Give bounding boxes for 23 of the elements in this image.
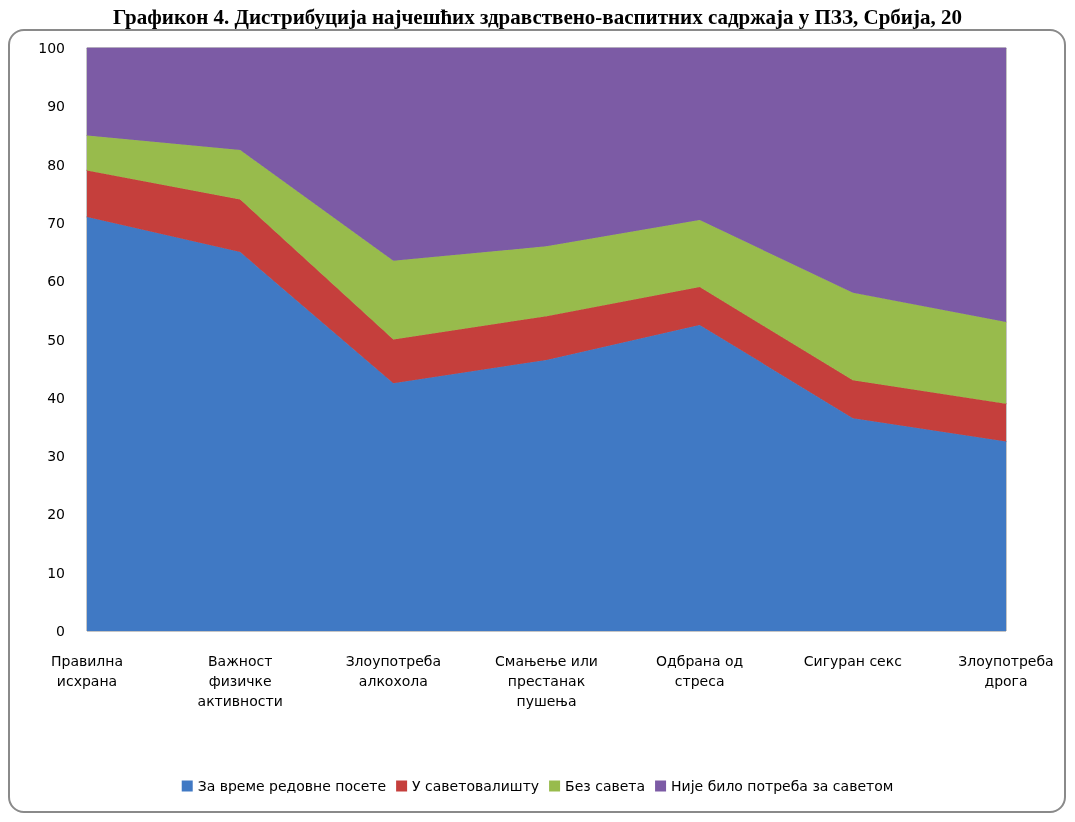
x-tick-label: Важност физичке активности [197, 653, 283, 709]
legend-label: У саветовалишту [412, 778, 540, 794]
chart-title: Графикон 4. Дистрибуција најчешћих здравствено-васпитних садржаја у ПЗЗ, Србија, 20 [113, 4, 962, 29]
legend-label: За време редовне посете [197, 778, 387, 794]
x-tick-label: Смањење или престанак пушења [495, 653, 598, 709]
y-tick-label: 80 [47, 156, 65, 173]
y-tick-label: 40 [47, 389, 65, 406]
x-tick-label: Одбрана од стреса [656, 653, 744, 689]
legend-label: Није било потреба за саветом [671, 778, 894, 794]
y-tick-label: 50 [47, 331, 65, 348]
x-tick-label: Правилна исхрана [50, 653, 124, 689]
y-tick-label: 30 [47, 448, 65, 465]
x-tick-label: Злоупотреба дрога [958, 653, 1054, 689]
y-tick-label: 10 [47, 564, 65, 581]
y-tick-label: 70 [47, 214, 65, 231]
y-tick-label: 0 [56, 623, 65, 639]
x-tick-label: Сигуран секс [803, 653, 902, 669]
y-tick-label: 20 [47, 506, 65, 523]
y-tick-label: 90 [47, 98, 65, 115]
x-tick-label: Злоупотреба алкохола [345, 653, 442, 689]
y-tick-label: 100 [38, 40, 65, 56]
legend-label: Без савета [565, 778, 646, 794]
y-tick-label: 60 [47, 273, 65, 290]
